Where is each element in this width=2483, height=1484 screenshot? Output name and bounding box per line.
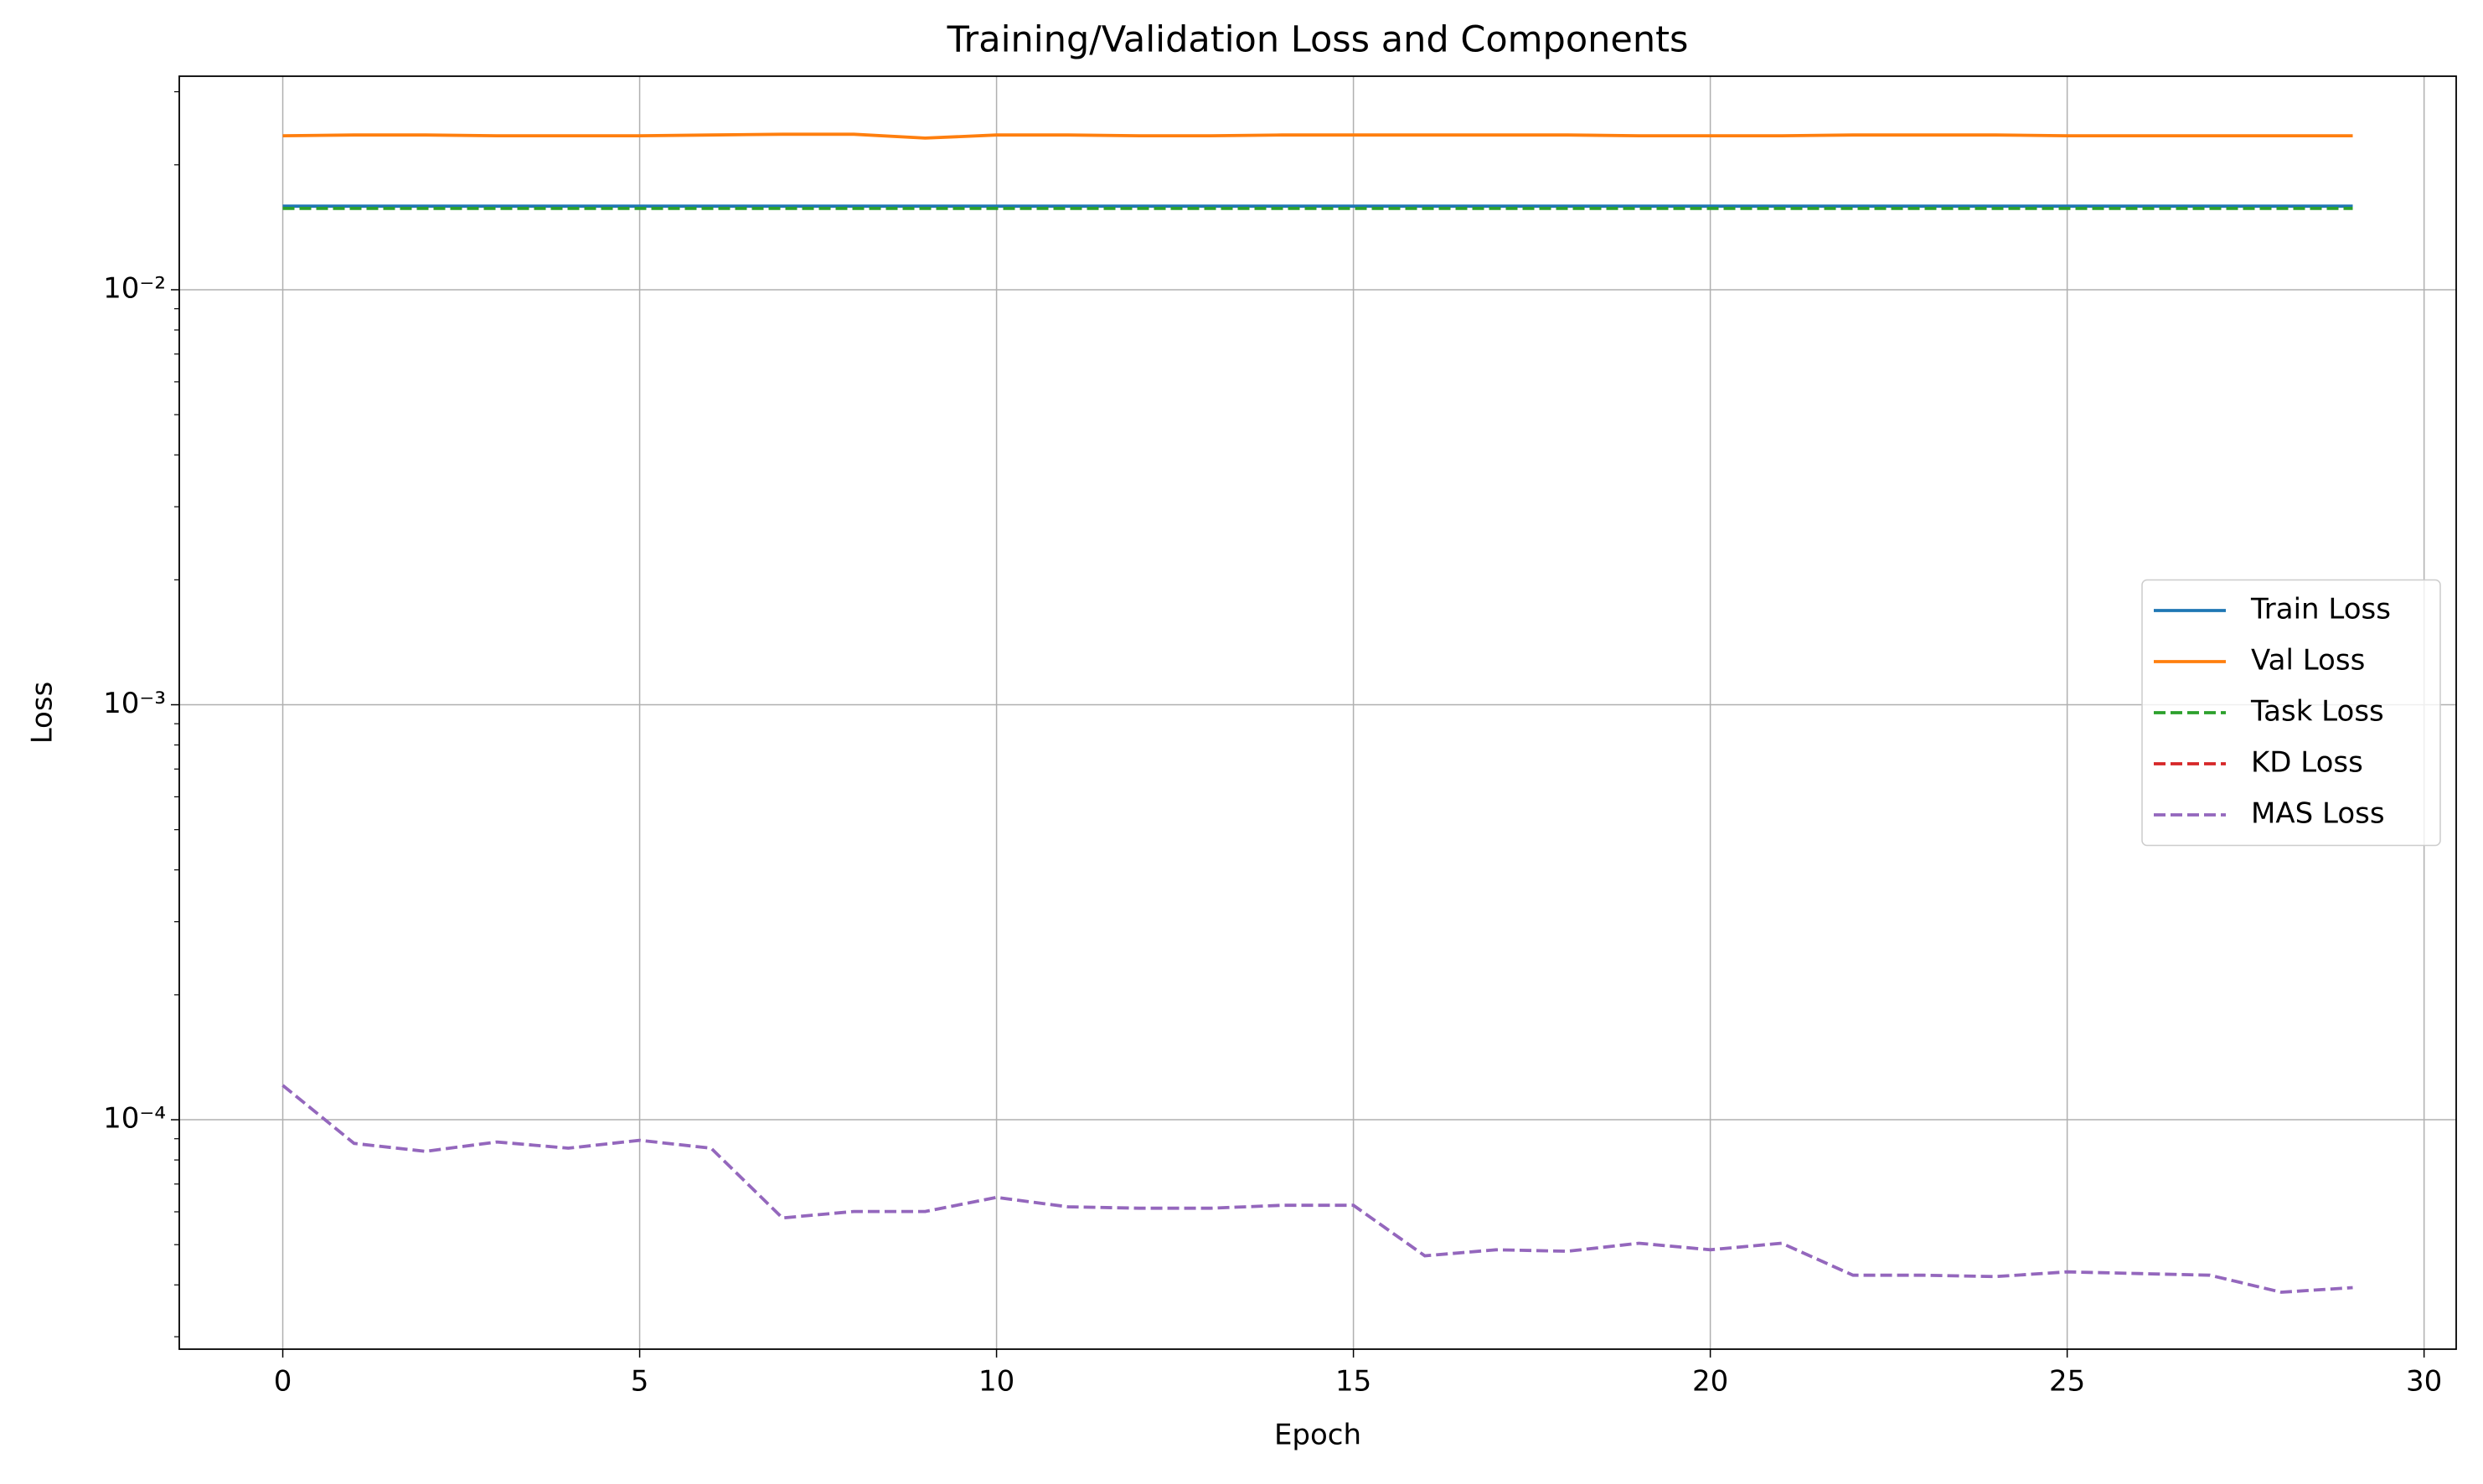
legend-box xyxy=(2141,579,2441,847)
x-tick-label: 10 xyxy=(978,1365,1014,1399)
x-tick-label: 5 xyxy=(631,1365,649,1399)
legend-label: KD Loss xyxy=(2251,746,2363,780)
legend-label: Task Loss xyxy=(2250,695,2384,729)
y-tick-label: 10⁻² xyxy=(103,271,166,305)
x-tick-label: 0 xyxy=(274,1365,292,1399)
legend-label: Val Loss xyxy=(2251,644,2365,678)
plot-frame xyxy=(178,75,2457,1350)
legend-label: Train Loss xyxy=(2250,593,2391,626)
series-line xyxy=(282,132,2353,140)
legend-label: MAS Loss xyxy=(2251,797,2385,831)
x-tick-label: 15 xyxy=(1335,1365,1371,1399)
x-tick-label: 20 xyxy=(1692,1365,1728,1399)
legend: Train Loss Val Loss Task Loss KD Loss MAS Lo… xyxy=(2141,579,2441,847)
y-tick-label: 10⁻³ xyxy=(103,687,166,720)
y-axis-label: Loss xyxy=(26,682,59,745)
y-tick-label: 10⁻⁴ xyxy=(103,1102,166,1136)
x-axis-label: Epoch xyxy=(1274,1419,1361,1452)
series-line xyxy=(281,1084,2353,1294)
x-tick-label: 25 xyxy=(2049,1365,2085,1399)
chart-title: Training/Validation Loss and Components xyxy=(947,19,1689,61)
x-tick-label: 30 xyxy=(2406,1365,2442,1399)
